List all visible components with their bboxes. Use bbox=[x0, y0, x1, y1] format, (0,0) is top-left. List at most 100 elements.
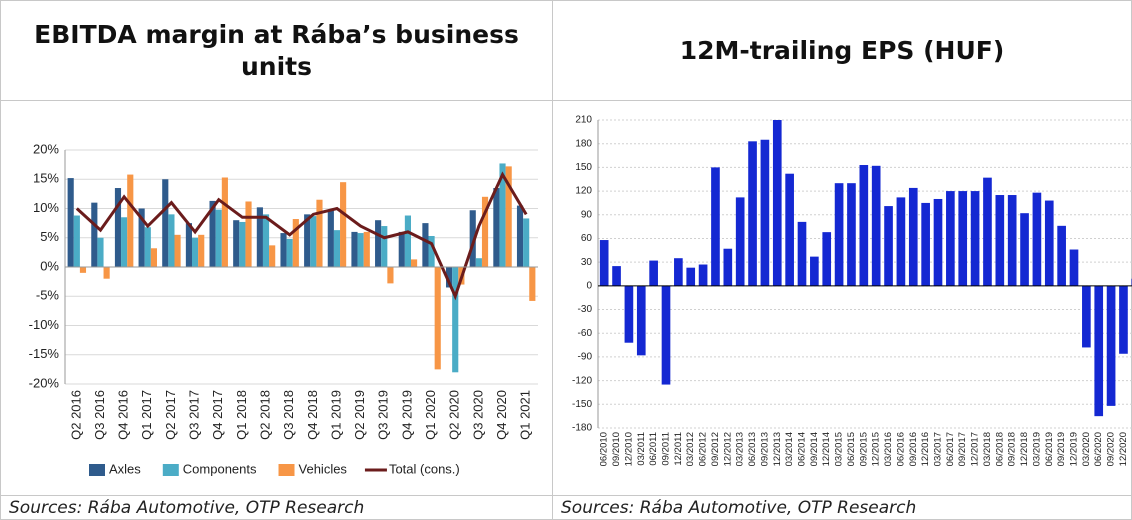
bar bbox=[810, 256, 819, 286]
y-tick-label: -20% bbox=[29, 375, 60, 390]
bar bbox=[381, 226, 388, 267]
y-tick-label: -30 bbox=[578, 304, 593, 315]
x-tick-label: 12/2013 bbox=[772, 432, 783, 466]
bar bbox=[686, 267, 696, 286]
bar bbox=[896, 197, 906, 286]
y-tick-label: 90 bbox=[581, 209, 593, 220]
bar bbox=[1082, 285, 1091, 348]
bar bbox=[357, 233, 364, 267]
y-tick-label: 5% bbox=[40, 229, 59, 244]
x-tick-label: 03/2017 bbox=[933, 432, 944, 466]
bar bbox=[499, 163, 506, 267]
x-tick-label: 12/2020 bbox=[1118, 432, 1129, 466]
bar bbox=[292, 219, 299, 267]
y-tick-label: -15% bbox=[29, 346, 60, 361]
chart: -20% -15% -10% -5% 0% 5% 10% 15% 20% Q2 2016 Q3 20… bbox=[29, 141, 538, 476]
bar bbox=[144, 227, 151, 267]
x-tick-label: 12/2011 bbox=[673, 432, 684, 466]
line bbox=[75, 171, 528, 301]
bar bbox=[269, 245, 276, 267]
bar bbox=[103, 267, 110, 279]
bar bbox=[198, 234, 205, 267]
bar bbox=[1032, 192, 1042, 286]
bar bbox=[933, 198, 943, 286]
x-tick-label: 09/2012 bbox=[710, 432, 721, 466]
bar bbox=[834, 183, 844, 286]
bar bbox=[398, 231, 405, 267]
bar bbox=[340, 182, 347, 267]
legend-swatch bbox=[89, 464, 105, 476]
bar bbox=[970, 191, 980, 286]
y-tick-label: -150 bbox=[572, 399, 592, 410]
bar bbox=[446, 267, 453, 288]
x-tick-label: 06/2014 bbox=[797, 432, 808, 466]
bar bbox=[661, 285, 671, 385]
bar bbox=[245, 201, 252, 267]
x-tick-label: Q1 2021 bbox=[518, 390, 533, 440]
x-tick-label: Q3 2018 bbox=[281, 390, 296, 440]
bar bbox=[280, 233, 287, 267]
bar bbox=[493, 188, 500, 267]
bar bbox=[410, 259, 418, 267]
x-tick-label: 03/2020 bbox=[1081, 432, 1092, 466]
x-tick-label: 12/2014 bbox=[821, 432, 832, 466]
y-tick-label: 60 bbox=[581, 233, 593, 244]
bar bbox=[1020, 213, 1029, 286]
y-tick-label: -120 bbox=[572, 375, 592, 386]
x-tick-label: Q2 2017 bbox=[163, 390, 178, 440]
bar bbox=[262, 214, 270, 267]
x-tick-label: Q3 2019 bbox=[376, 390, 391, 440]
bar bbox=[636, 285, 646, 356]
bar bbox=[995, 195, 1005, 286]
x-tick-label: 03/2013 bbox=[735, 432, 746, 466]
y-tick-label: 30 bbox=[581, 257, 593, 268]
y-tick-label: -5% bbox=[36, 288, 60, 303]
bar bbox=[67, 178, 74, 267]
x-tick-label: 03/2019 bbox=[1031, 432, 1042, 466]
bar bbox=[121, 217, 128, 267]
x-tick-label: 09/2020 bbox=[1106, 432, 1117, 466]
x-tick-label: 12/2017 bbox=[970, 432, 981, 466]
bar bbox=[1094, 285, 1104, 417]
x-tick-label: 03/2011 bbox=[636, 432, 647, 466]
x-tick-label: 06/2013 bbox=[747, 432, 758, 466]
bar bbox=[138, 208, 145, 267]
bar bbox=[505, 166, 512, 267]
bar bbox=[375, 220, 382, 267]
x-tick-label: Q2 2018 bbox=[257, 390, 272, 440]
bar bbox=[1044, 200, 1054, 286]
bar bbox=[921, 202, 930, 286]
x-tick-label: 06/2011 bbox=[648, 432, 659, 466]
x-tick-label: 06/2012 bbox=[698, 432, 709, 466]
bar bbox=[748, 141, 757, 286]
bar bbox=[723, 248, 733, 286]
x-tick-label: 03/2012 bbox=[685, 432, 696, 466]
source-note: Sources: Rába Automotive, OTP Research bbox=[0, 495, 553, 520]
bar bbox=[822, 232, 832, 286]
x-tick-label: 06/2017 bbox=[945, 432, 956, 466]
x-tick-label: 09/2017 bbox=[957, 432, 968, 466]
bar bbox=[1057, 225, 1066, 286]
legend-swatch bbox=[162, 464, 179, 476]
bar bbox=[363, 231, 370, 267]
bar bbox=[185, 223, 193, 267]
x-tick-label: 03/2015 bbox=[834, 432, 845, 466]
x-tick-label: Q1 2019 bbox=[328, 390, 343, 440]
y-tick-label: 15% bbox=[33, 171, 59, 186]
x-tick-label: 09/2019 bbox=[1056, 432, 1067, 466]
x-tick-label: 06/2020 bbox=[1093, 432, 1104, 466]
x-tick-label: 09/2015 bbox=[858, 432, 869, 466]
x-tick-label: 12/2010 bbox=[623, 432, 634, 466]
bar bbox=[192, 237, 199, 267]
bar bbox=[612, 266, 621, 286]
bar bbox=[97, 237, 104, 267]
bar bbox=[1119, 285, 1128, 354]
bar bbox=[735, 197, 745, 286]
bar bbox=[221, 177, 228, 267]
x-tick-label: 09/2013 bbox=[759, 432, 770, 466]
bar bbox=[215, 209, 222, 267]
x-tick-label: Q3 2020 bbox=[470, 390, 485, 440]
y-tick-label: 0 bbox=[586, 280, 592, 291]
bar bbox=[946, 191, 955, 286]
x-tick-label: 12/2016 bbox=[920, 432, 931, 466]
